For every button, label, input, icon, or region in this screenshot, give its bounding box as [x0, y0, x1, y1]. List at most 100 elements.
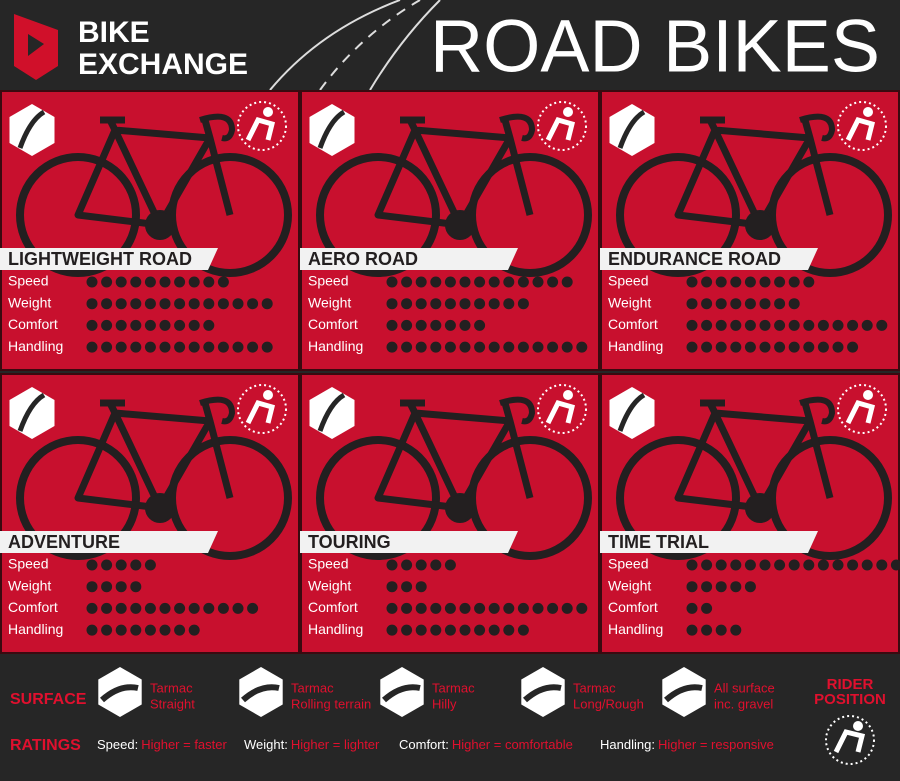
rating-dot: [730, 581, 742, 593]
rating-dots: [86, 319, 215, 331]
rating-dot: [401, 319, 413, 331]
rating-dot: [86, 602, 98, 614]
rating-label: Handling: [608, 338, 663, 354]
rating-dot: [488, 624, 500, 636]
rating-dot: [503, 298, 515, 310]
rating-label: Handling: [608, 621, 663, 637]
rating-dot: [261, 298, 273, 310]
rating-label: Comfort: [8, 599, 58, 615]
rating-meaning: Weight: Higher = lighter: [244, 737, 380, 752]
rating-name: Speed:: [97, 737, 138, 752]
rating-dot: [217, 298, 229, 310]
rating-dot: [430, 298, 442, 310]
rating-dot: [188, 319, 200, 331]
rating-dot: [444, 341, 456, 353]
chainring: [745, 210, 775, 240]
handlebar: [799, 113, 836, 142]
rider-figure: [833, 729, 866, 754]
rating-dot: [547, 602, 559, 614]
rating-dot: [86, 276, 98, 288]
chainring: [445, 210, 475, 240]
surface-road: [100, 684, 139, 703]
rating-label: Speed: [308, 556, 348, 572]
rating-dot: [101, 581, 113, 593]
surface-text: Long/Rough: [573, 696, 644, 711]
wheel: [168, 153, 292, 277]
rating-dot: [686, 298, 698, 310]
rider-figure: [845, 400, 876, 425]
rating-label: Weight: [608, 577, 651, 593]
rating-dots: [86, 602, 259, 614]
bike-name: LIGHTWEIGHT ROAD: [8, 249, 192, 269]
rating-dot: [430, 624, 442, 636]
rating-dot: [474, 624, 486, 636]
name-tab: [600, 531, 818, 553]
rating-dot: [701, 624, 713, 636]
rating-dot: [715, 319, 727, 331]
frame: [374, 116, 534, 229]
rider-position-label: RIDER: [827, 676, 874, 693]
wheel: [16, 153, 140, 277]
surface-text: Tarmac: [150, 680, 193, 695]
wheel: [616, 436, 740, 560]
rating-dot: [247, 298, 259, 310]
rating-dot: [444, 319, 456, 331]
rating-dot: [488, 341, 500, 353]
rating-dots: [86, 341, 273, 353]
rating-dot: [101, 319, 113, 331]
rating-dot: [459, 341, 471, 353]
rating-dot: [203, 276, 215, 288]
rating-dot: [444, 276, 456, 288]
rating-desc: Higher = responsive: [658, 737, 774, 752]
rating-label: Speed: [8, 556, 48, 572]
rating-dot: [701, 559, 713, 571]
rating-dot: [686, 319, 698, 331]
rating-dot: [474, 602, 486, 614]
bike-name: AERO ROAD: [308, 249, 418, 269]
rating-dot: [444, 298, 456, 310]
rating-dots: [686, 602, 713, 614]
rating-dot: [217, 341, 229, 353]
rating-dot: [459, 602, 471, 614]
road-line: [369, 0, 441, 91]
rating-dot: [517, 276, 529, 288]
bike-panel: TIME TRIAL Speed Weight Comfort Handling: [600, 373, 900, 654]
rating-dot: [159, 276, 171, 288]
rating-dot: [730, 276, 742, 288]
rider-figure: [545, 117, 576, 142]
rating-dot: [401, 624, 413, 636]
rating-dot: [144, 298, 156, 310]
rating-dot: [774, 319, 786, 331]
rating-dot: [415, 298, 427, 310]
rating-label: Weight: [308, 294, 351, 310]
rating-dot: [532, 341, 544, 353]
rating-dot: [532, 276, 544, 288]
rating-dot: [730, 341, 742, 353]
rating-dot: [730, 559, 742, 571]
rating-dot: [386, 602, 398, 614]
rating-dot: [386, 581, 398, 593]
rating-dot: [159, 602, 171, 614]
rider-head: [263, 390, 273, 400]
rating-dot: [415, 319, 427, 331]
wheel: [16, 436, 140, 560]
rating-dot: [517, 341, 529, 353]
surface-road: [664, 684, 703, 703]
rating-dots: [86, 624, 200, 636]
rating-dot: [488, 298, 500, 310]
surface-road: [523, 684, 562, 703]
rating-dot: [817, 559, 829, 571]
rating-dot: [730, 319, 742, 331]
rating-dot: [115, 298, 127, 310]
frame: [674, 116, 834, 229]
name-tab: [300, 531, 518, 553]
rating-dot: [774, 559, 786, 571]
chainring: [145, 493, 175, 523]
rating-name: Weight:: [244, 737, 288, 752]
rider-figure: [245, 400, 276, 425]
chainring: [145, 210, 175, 240]
surface-text: Tarmac: [291, 680, 334, 695]
handlebar: [499, 396, 536, 425]
surface-text: Rolling terrain: [291, 696, 371, 711]
